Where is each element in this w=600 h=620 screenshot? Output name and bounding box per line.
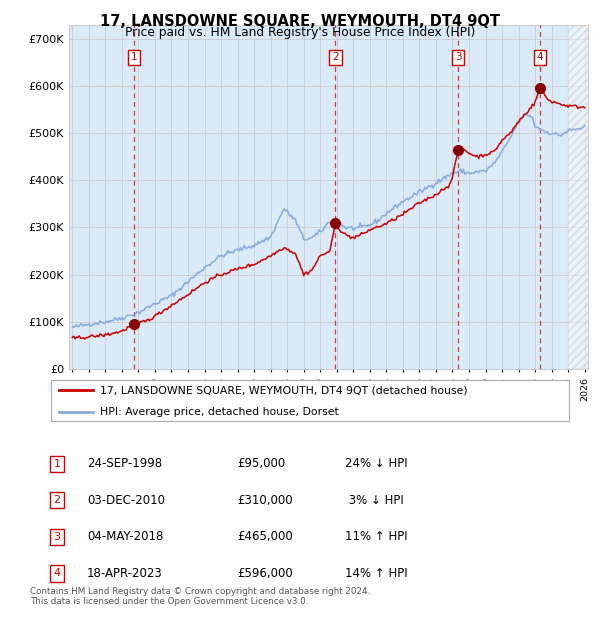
Text: 11% ↑ HPI: 11% ↑ HPI bbox=[345, 531, 407, 543]
Text: 17, LANSDOWNE SQUARE, WEYMOUTH, DT4 9QT (detached house): 17, LANSDOWNE SQUARE, WEYMOUTH, DT4 9QT … bbox=[101, 385, 468, 396]
Text: 3% ↓ HPI: 3% ↓ HPI bbox=[345, 494, 404, 507]
Text: £95,000: £95,000 bbox=[237, 458, 285, 470]
Text: Price paid vs. HM Land Registry's House Price Index (HPI): Price paid vs. HM Land Registry's House … bbox=[125, 26, 475, 39]
Text: 1: 1 bbox=[131, 53, 137, 63]
Text: 4: 4 bbox=[536, 53, 543, 63]
Text: 18-APR-2023: 18-APR-2023 bbox=[87, 567, 163, 580]
Text: 3: 3 bbox=[455, 53, 461, 63]
Text: 1: 1 bbox=[53, 459, 61, 469]
Text: 24-SEP-1998: 24-SEP-1998 bbox=[87, 458, 162, 470]
Text: £596,000: £596,000 bbox=[237, 567, 293, 580]
Text: 3: 3 bbox=[53, 532, 61, 542]
Text: Contains HM Land Registry data © Crown copyright and database right 2024.
This d: Contains HM Land Registry data © Crown c… bbox=[30, 587, 370, 606]
Text: 04-MAY-2018: 04-MAY-2018 bbox=[87, 531, 163, 543]
FancyBboxPatch shape bbox=[50, 380, 569, 421]
Text: HPI: Average price, detached house, Dorset: HPI: Average price, detached house, Dors… bbox=[101, 407, 339, 417]
Text: 24% ↓ HPI: 24% ↓ HPI bbox=[345, 458, 407, 470]
Text: 2: 2 bbox=[332, 53, 339, 63]
Text: 2: 2 bbox=[53, 495, 61, 505]
Text: 14% ↑ HPI: 14% ↑ HPI bbox=[345, 567, 407, 580]
Text: 03-DEC-2010: 03-DEC-2010 bbox=[87, 494, 165, 507]
Bar bbox=[568, 25, 600, 369]
Text: 17, LANSDOWNE SQUARE, WEYMOUTH, DT4 9QT: 17, LANSDOWNE SQUARE, WEYMOUTH, DT4 9QT bbox=[100, 14, 500, 29]
Text: £465,000: £465,000 bbox=[237, 531, 293, 543]
Text: £310,000: £310,000 bbox=[237, 494, 293, 507]
Text: 4: 4 bbox=[53, 569, 61, 578]
